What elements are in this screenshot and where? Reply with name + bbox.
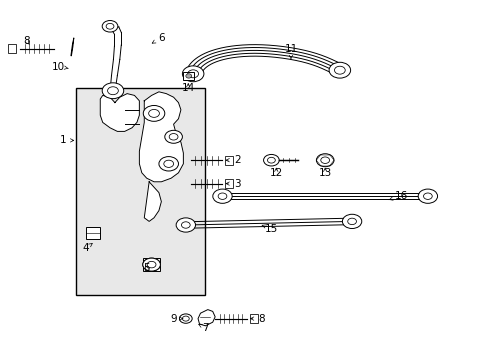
Circle shape bbox=[417, 189, 437, 203]
Text: 4: 4 bbox=[82, 243, 92, 253]
Circle shape bbox=[143, 105, 164, 121]
Text: 14: 14 bbox=[181, 83, 195, 93]
Polygon shape bbox=[225, 179, 233, 188]
Polygon shape bbox=[71, 38, 74, 56]
Polygon shape bbox=[111, 59, 120, 76]
Circle shape bbox=[159, 157, 178, 171]
Text: 2: 2 bbox=[225, 155, 240, 165]
Circle shape bbox=[182, 66, 203, 82]
Circle shape bbox=[263, 154, 279, 166]
Polygon shape bbox=[198, 310, 215, 326]
Polygon shape bbox=[225, 156, 233, 165]
Polygon shape bbox=[85, 227, 100, 239]
Circle shape bbox=[176, 218, 195, 232]
Circle shape bbox=[102, 83, 123, 99]
Polygon shape bbox=[249, 314, 257, 323]
Circle shape bbox=[179, 314, 192, 323]
Polygon shape bbox=[114, 32, 121, 46]
Polygon shape bbox=[106, 25, 119, 30]
Polygon shape bbox=[8, 44, 17, 53]
Text: 8: 8 bbox=[23, 36, 30, 46]
Text: 7: 7 bbox=[198, 323, 208, 333]
Polygon shape bbox=[113, 45, 121, 59]
Circle shape bbox=[328, 62, 350, 78]
Circle shape bbox=[164, 130, 182, 143]
Polygon shape bbox=[100, 94, 139, 131]
Text: 1: 1 bbox=[60, 135, 74, 145]
Text: 5: 5 bbox=[143, 263, 150, 273]
Polygon shape bbox=[110, 76, 117, 92]
Circle shape bbox=[342, 214, 361, 229]
Circle shape bbox=[102, 21, 118, 32]
Text: 11: 11 bbox=[284, 44, 297, 59]
Text: 10: 10 bbox=[52, 62, 68, 72]
Bar bbox=[143, 258, 160, 271]
Circle shape bbox=[316, 154, 333, 167]
Text: 12: 12 bbox=[269, 168, 283, 178]
Circle shape bbox=[142, 258, 160, 271]
Text: 13: 13 bbox=[318, 168, 331, 178]
Text: 9: 9 bbox=[170, 314, 183, 324]
Polygon shape bbox=[144, 182, 161, 221]
Bar bbox=[183, 72, 194, 80]
Circle shape bbox=[212, 189, 232, 203]
Polygon shape bbox=[111, 27, 121, 34]
Text: 8: 8 bbox=[250, 314, 264, 324]
Bar bbox=[76, 88, 205, 295]
Text: 6: 6 bbox=[152, 33, 164, 43]
Text: 16: 16 bbox=[388, 191, 407, 201]
Text: 15: 15 bbox=[262, 224, 278, 234]
Circle shape bbox=[185, 74, 191, 78]
Text: 3: 3 bbox=[225, 179, 240, 189]
Circle shape bbox=[142, 258, 160, 271]
Polygon shape bbox=[139, 92, 183, 182]
